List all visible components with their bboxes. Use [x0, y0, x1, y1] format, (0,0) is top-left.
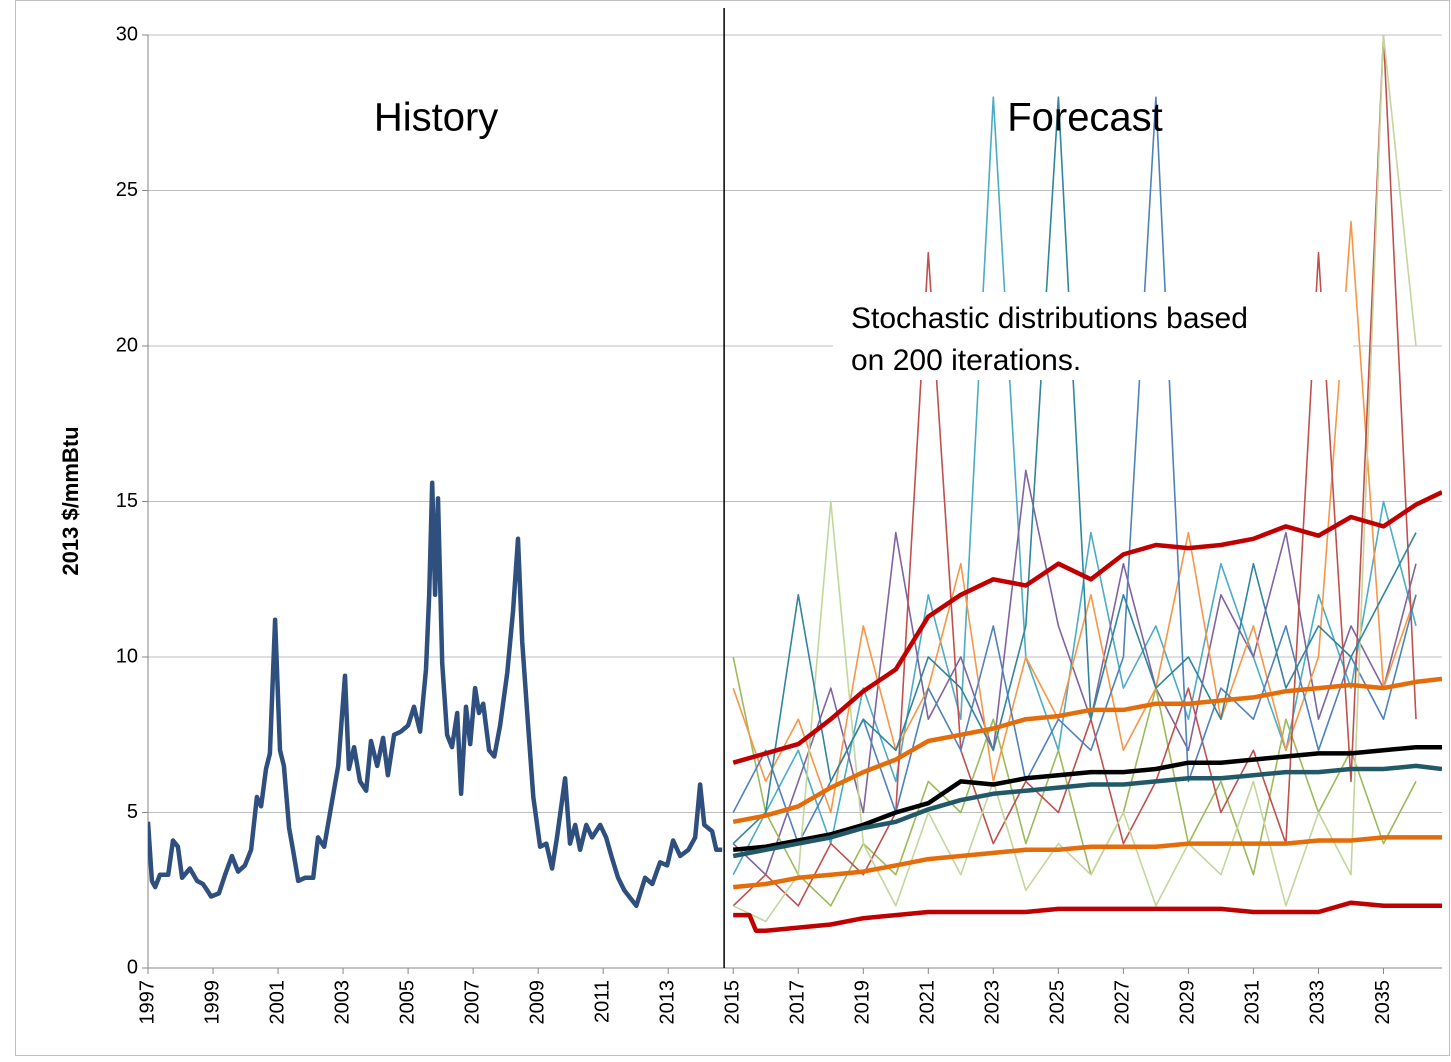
x-tick-label: 2011	[591, 980, 613, 1023]
x-tick-label: 2027	[1112, 980, 1134, 1025]
y-tick-label: 25	[116, 179, 138, 201]
series-line	[732, 676, 1442, 825]
series-line	[733, 900, 1442, 933]
annotation-text: Stochastic distributions based	[851, 302, 1248, 335]
x-tick-label: 2025	[1047, 980, 1069, 1025]
x-tick-label: 2001	[266, 980, 288, 1025]
annotation-box	[833, 292, 1353, 380]
section-label: Forecast	[1007, 96, 1163, 140]
x-tick-label: 2021	[917, 980, 939, 1025]
y-tick-label: 0	[127, 956, 138, 978]
section-label: History	[374, 96, 498, 140]
x-tick-label: 2029	[1177, 980, 1199, 1025]
iteration-line	[732, 96, 1417, 876]
series-line	[732, 835, 1442, 890]
x-tick-label: 2035	[1372, 980, 1394, 1025]
x-tick-label: 1997	[136, 980, 158, 1025]
series-line	[732, 744, 1442, 853]
y-tick-label: 10	[116, 645, 138, 667]
series-line	[732, 490, 1442, 765]
y-tick-label: 15	[116, 490, 138, 512]
y-axis-title: 2013 $/mmBtu	[58, 426, 83, 575]
iteration-line	[732, 96, 1417, 845]
y-tick-label: 20	[116, 334, 138, 356]
x-tick-label: 2031	[1242, 980, 1264, 1025]
series-line	[732, 763, 1442, 859]
x-tick-label: 1999	[201, 980, 223, 1025]
chart-frame	[15, 0, 1450, 1056]
x-tick-label: 2033	[1307, 980, 1329, 1025]
series-line	[148, 480, 723, 909]
x-tick-label: 2003	[331, 980, 353, 1025]
iteration-line	[732, 35, 1417, 923]
annotation-text: on 200 iterations.	[851, 344, 1081, 377]
iteration-line	[732, 220, 1417, 814]
x-tick-label: 2017	[787, 980, 809, 1025]
y-tick-label: 30	[116, 23, 138, 45]
iteration-line	[732, 35, 1417, 907]
x-tick-label: 2005	[396, 980, 418, 1025]
x-tick-label: 2023	[982, 980, 1004, 1025]
x-tick-label: 2019	[852, 980, 874, 1025]
y-tick-label: 5	[127, 801, 138, 823]
x-tick-label: 2013	[656, 980, 678, 1025]
x-tick-label: 2009	[526, 980, 548, 1025]
x-tick-label: 2007	[461, 980, 483, 1025]
x-tick-label: 2015	[722, 980, 744, 1025]
